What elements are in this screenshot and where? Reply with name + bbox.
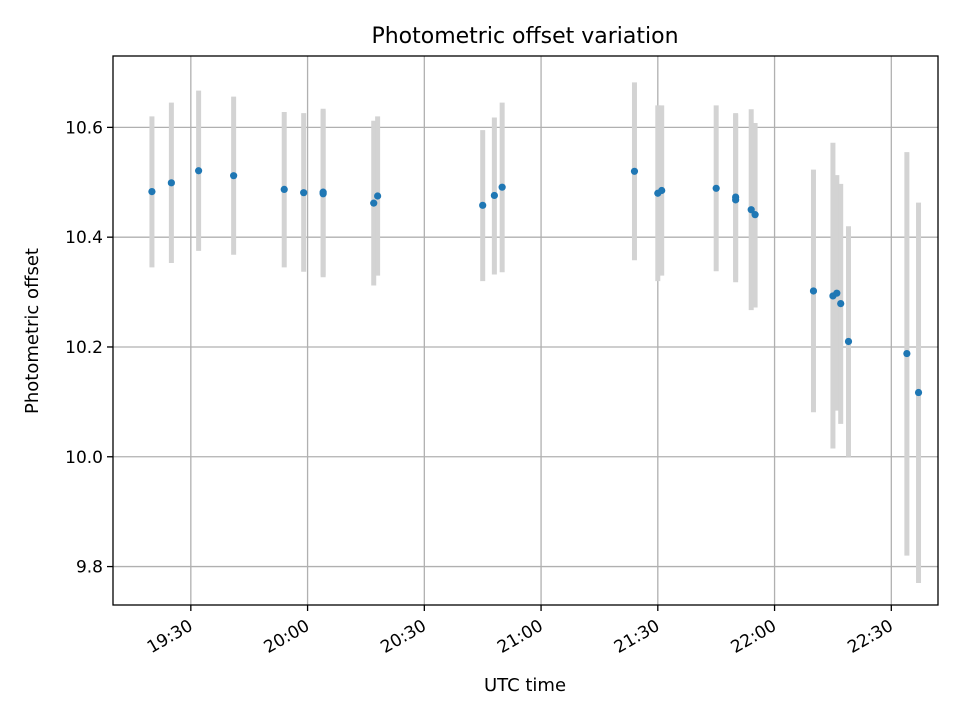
data-points (148, 167, 923, 397)
data-point (280, 185, 288, 194)
data-point (195, 167, 203, 175)
chart-title: Photometric offset variation (371, 24, 678, 49)
grid-lines (113, 56, 938, 605)
y-tick-label: 10.4 (65, 228, 103, 248)
data-point (751, 211, 759, 219)
data-point (479, 201, 487, 209)
data-point (300, 189, 308, 197)
y-tick-label: 9.8 (76, 558, 103, 578)
y-tick-label: 10.2 (65, 338, 103, 358)
data-point (658, 186, 666, 195)
data-point (747, 206, 755, 214)
data-point (914, 388, 923, 397)
data-point (844, 337, 853, 346)
data-point (732, 193, 740, 201)
data-point (148, 188, 156, 196)
data-point (903, 349, 911, 358)
x-axis-label: UTC time (484, 675, 566, 696)
data-point (833, 289, 841, 297)
data-point (230, 172, 238, 180)
data-point (370, 199, 378, 207)
data-point (490, 191, 498, 200)
plot-frame (112, 55, 939, 606)
data-point (630, 167, 639, 175)
data-point (498, 183, 506, 191)
data-point (319, 188, 327, 196)
data-point (809, 287, 818, 295)
data-point (837, 299, 845, 308)
data-point (167, 179, 175, 187)
y-tick-label: 10.0 (65, 448, 103, 468)
data-point (374, 192, 382, 200)
y-tick-label: 10.6 (65, 118, 103, 138)
data-point (712, 184, 720, 192)
y-axis-label: Photometric offset (22, 248, 43, 414)
